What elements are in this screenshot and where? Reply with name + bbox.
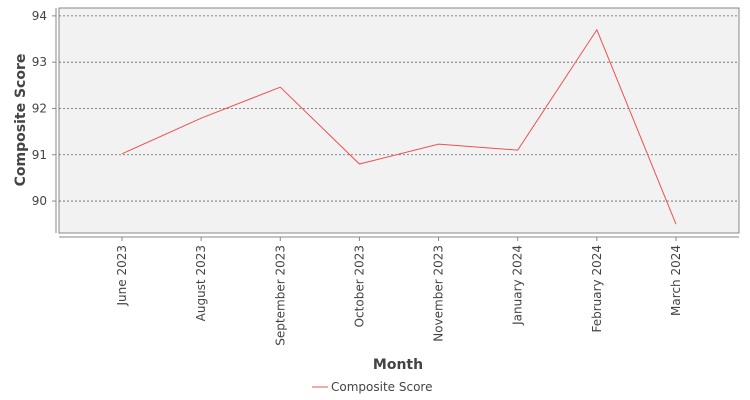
data-line — [121, 28, 677, 225]
x-tick-label: February 2024 — [590, 245, 604, 333]
x-tick-label: October 2023 — [352, 245, 366, 327]
y-tick-label: 94 — [32, 9, 47, 23]
y-axis-label: Composite Score — [13, 54, 29, 187]
x-tick-label: March 2024 — [669, 245, 683, 316]
x-tick-label: January 2024 — [511, 245, 525, 326]
y-tick-label: 92 — [32, 101, 47, 115]
y-tick-label: 91 — [32, 148, 47, 162]
legend-label: Composite Score — [331, 380, 432, 394]
x-tick-label: November 2023 — [432, 245, 446, 342]
x-axis-label: Month — [373, 357, 423, 373]
x-tick-label: June 2023 — [115, 245, 129, 307]
x-tick-label: August 2023 — [194, 245, 208, 321]
x-tick-label: September 2023 — [273, 245, 287, 346]
y-tick-label: 90 — [32, 194, 47, 208]
plot-area — [58, 7, 740, 234]
y-tick-label: 93 — [32, 55, 47, 69]
